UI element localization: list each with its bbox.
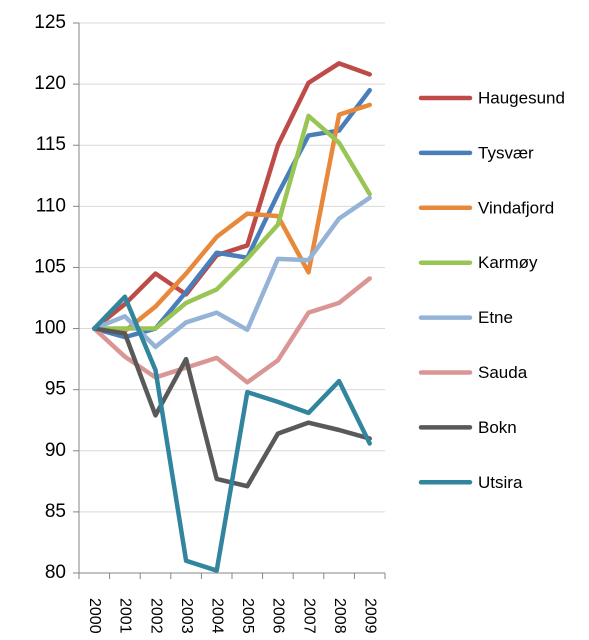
- y-tick-label: 95: [45, 379, 66, 400]
- x-tick-label: 2007: [300, 598, 317, 634]
- series-line: [92, 294, 372, 573]
- series-line: [92, 102, 372, 334]
- y-tick-label: 80: [45, 562, 66, 583]
- series-line: [92, 276, 372, 385]
- series-line: [92, 326, 372, 489]
- x-tick-label: 2006: [270, 598, 287, 634]
- y-tick-label: 115: [36, 134, 66, 155]
- legend-label: Etne: [478, 308, 513, 327]
- series-line: [92, 113, 372, 331]
- series-line: [92, 61, 372, 331]
- legend-label: Karmøy: [478, 253, 538, 272]
- x-tick-label: 2004: [208, 598, 225, 634]
- y-tick-label: 85: [45, 501, 66, 522]
- x-tick-label: 2009: [361, 598, 378, 634]
- y-tick-label: 100: [34, 318, 66, 339]
- x-tick-label: 2000: [86, 598, 103, 634]
- series-line: [92, 87, 372, 340]
- legend-label: Bokn: [478, 418, 517, 437]
- y-tick-label: 120: [34, 73, 66, 94]
- y-tick-label: 90: [45, 440, 66, 461]
- x-tick-label: 2001: [117, 598, 134, 634]
- y-tick-label: 110: [36, 195, 66, 216]
- y-tick-label: 105: [34, 256, 66, 277]
- legend-label: Tysvær: [478, 143, 534, 162]
- legend-label: Sauda: [478, 363, 528, 382]
- legend-label: Utsira: [478, 473, 523, 492]
- x-tick-label: 2003: [178, 598, 195, 634]
- x-tick-label: 2002: [147, 598, 164, 634]
- x-tick-label: 2008: [331, 598, 348, 634]
- legend-label: Haugesund: [478, 88, 565, 107]
- x-tick-label: 2005: [239, 598, 256, 634]
- legend-label: Vindafjord: [478, 198, 554, 217]
- y-tick-label: 125: [34, 12, 66, 33]
